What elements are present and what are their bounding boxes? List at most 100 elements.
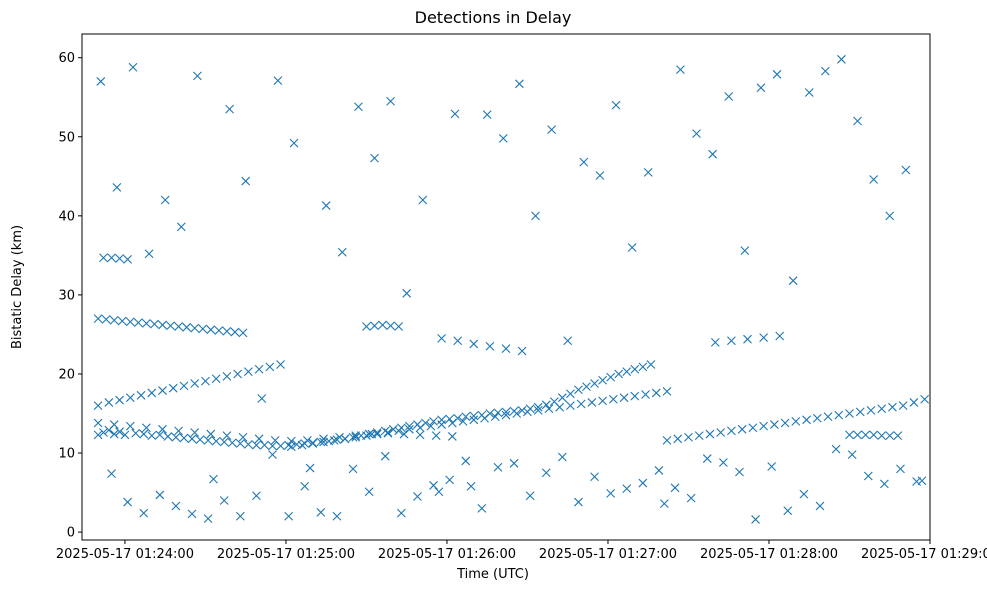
data-point bbox=[582, 382, 591, 392]
data-point bbox=[627, 243, 637, 252]
data-point bbox=[378, 320, 387, 330]
data-point bbox=[370, 321, 379, 331]
data-point bbox=[222, 431, 232, 441]
data-point bbox=[370, 153, 379, 163]
data-point bbox=[254, 434, 264, 444]
data-point bbox=[490, 412, 500, 422]
data-point bbox=[115, 395, 124, 405]
data-point bbox=[759, 421, 769, 431]
data-point bbox=[316, 507, 326, 517]
data-point bbox=[206, 325, 216, 335]
x-axis-title: Time (UTC) bbox=[456, 567, 529, 582]
data-point bbox=[646, 360, 656, 369]
data-point bbox=[590, 472, 599, 482]
data-point bbox=[638, 362, 648, 372]
data-point bbox=[136, 390, 146, 400]
data-point bbox=[268, 450, 277, 460]
data-point bbox=[710, 337, 720, 347]
data-point bbox=[659, 499, 669, 509]
data-point bbox=[469, 411, 479, 421]
data-point bbox=[123, 254, 133, 264]
data-point bbox=[233, 369, 243, 379]
data-point bbox=[158, 424, 167, 434]
data-point bbox=[238, 432, 248, 442]
data-point bbox=[885, 431, 895, 441]
data-point bbox=[109, 315, 119, 325]
data-point bbox=[437, 420, 446, 429]
data-point bbox=[211, 436, 221, 446]
data-point bbox=[512, 409, 522, 418]
data-point bbox=[351, 431, 361, 441]
data-point bbox=[598, 396, 607, 406]
data-point bbox=[225, 104, 234, 114]
y-tick-label: 50 bbox=[58, 130, 75, 145]
data-point bbox=[912, 477, 921, 486]
data-point bbox=[670, 483, 680, 493]
data-point bbox=[270, 435, 280, 445]
data-point bbox=[622, 484, 632, 493]
x-tick-label: 2025-05-17 01:24:00 bbox=[56, 547, 194, 562]
data-point bbox=[544, 404, 554, 414]
data-point bbox=[453, 336, 463, 346]
data-point bbox=[769, 420, 779, 429]
data-point bbox=[321, 201, 331, 210]
data-point bbox=[160, 195, 170, 205]
x-tick-label: 2025-05-17 01:29:00 bbox=[861, 547, 987, 562]
data-point bbox=[107, 469, 116, 478]
data-point bbox=[190, 428, 200, 437]
data-point bbox=[340, 434, 350, 444]
data-point bbox=[515, 79, 524, 89]
data-point bbox=[619, 393, 629, 403]
data-point bbox=[775, 331, 785, 341]
data-point bbox=[405, 421, 414, 431]
data-point bbox=[171, 432, 181, 442]
data-point bbox=[388, 424, 398, 434]
data-point bbox=[493, 462, 503, 472]
data-point bbox=[109, 420, 119, 429]
data-point bbox=[541, 468, 551, 478]
data-point bbox=[394, 426, 404, 436]
data-point bbox=[431, 431, 441, 441]
data-point bbox=[737, 424, 747, 434]
data-point bbox=[477, 503, 487, 513]
data-point bbox=[855, 407, 865, 417]
data-point bbox=[566, 401, 575, 410]
data-point bbox=[893, 431, 903, 441]
data-point bbox=[555, 402, 565, 412]
data-point bbox=[469, 339, 479, 349]
data-point bbox=[458, 417, 468, 426]
data-point bbox=[187, 434, 197, 444]
data-point bbox=[692, 129, 701, 139]
data-point bbox=[418, 195, 428, 205]
data-point bbox=[241, 176, 251, 186]
data-point bbox=[853, 430, 862, 440]
data-point bbox=[179, 433, 189, 443]
data-point bbox=[574, 385, 583, 395]
y-tick-label: 40 bbox=[58, 209, 75, 224]
data-point bbox=[493, 408, 503, 418]
data-point bbox=[541, 400, 551, 410]
data-point bbox=[673, 434, 683, 444]
data-point bbox=[788, 276, 798, 286]
data-point bbox=[869, 430, 879, 440]
data-point bbox=[198, 324, 208, 334]
data-point bbox=[705, 429, 715, 439]
data-point bbox=[147, 431, 157, 441]
data-point bbox=[235, 511, 245, 521]
data-point bbox=[756, 83, 766, 93]
data-point bbox=[243, 439, 253, 449]
data-point bbox=[630, 391, 640, 401]
data-point bbox=[319, 434, 328, 444]
data-point bbox=[426, 421, 436, 431]
x-tick-label: 2025-05-17 01:25:00 bbox=[217, 547, 355, 562]
data-point bbox=[112, 182, 122, 192]
data-point bbox=[740, 246, 750, 256]
data-point bbox=[820, 66, 830, 76]
data-point bbox=[107, 253, 116, 263]
data-point bbox=[831, 444, 841, 454]
data-point bbox=[708, 149, 718, 159]
data-point bbox=[590, 379, 599, 388]
data-point bbox=[257, 394, 267, 403]
data-point bbox=[254, 364, 264, 374]
data-point bbox=[727, 336, 736, 346]
